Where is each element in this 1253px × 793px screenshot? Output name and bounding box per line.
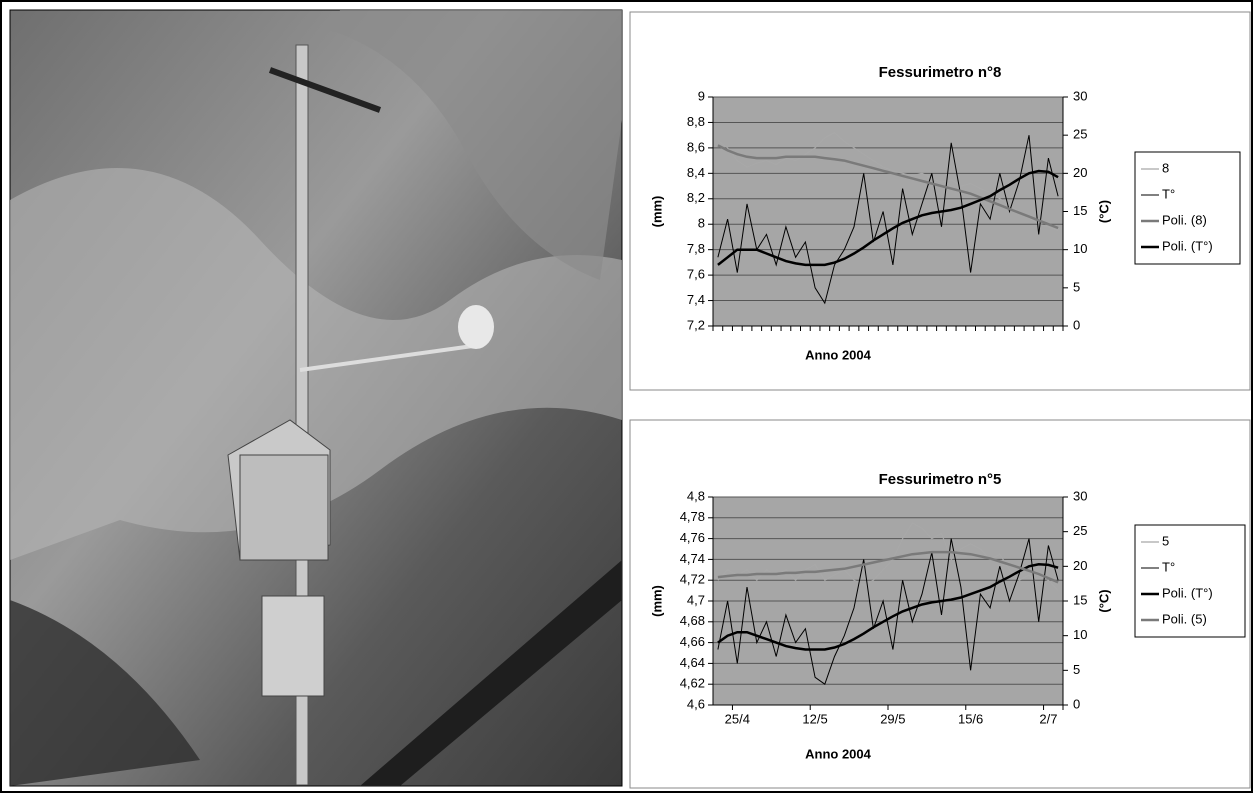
y-tick-label: 4,8: [687, 488, 705, 503]
legend-label: Poli. (8): [1162, 212, 1207, 227]
y2-tick-label: 25: [1073, 127, 1087, 142]
y2-tick-label: 30: [1073, 488, 1087, 503]
y-tick-label: 4,62: [680, 676, 705, 691]
y-tick-label: 7,8: [687, 241, 705, 256]
legend-label: T°: [1162, 186, 1175, 201]
y-tick-label: 4,74: [680, 551, 705, 566]
legend-label: Poli. (T°): [1162, 238, 1213, 253]
y2-tick-label: 10: [1073, 627, 1087, 642]
y2-tick-label: 25: [1073, 523, 1087, 538]
y-tick-label: 8,6: [687, 139, 705, 154]
y-tick-label: 8,8: [687, 114, 705, 129]
legend: 5 T° Poli. (T°) Poli. (5): [1135, 525, 1245, 637]
y-tick-label: 4,7: [687, 592, 705, 607]
plot-area: [713, 97, 1063, 326]
y-tick-label: 4,6: [687, 696, 705, 711]
y2-tick-label: 30: [1073, 88, 1087, 103]
photo: [10, 10, 622, 786]
y-tick-label: 8,4: [687, 165, 705, 180]
figure-canvas: Fessurimetro n°8 7,2 7,4 7,6 7,8 8 8,2 8,4 8,6 8,…: [0, 0, 1253, 793]
y2-tick-label: 15: [1073, 592, 1087, 607]
y2-tick-label: 5: [1073, 662, 1080, 677]
x-axis-title: Anno 2004: [805, 746, 872, 761]
legend-label: Poli. (T°): [1162, 585, 1213, 600]
y-tick-label: 4,72: [680, 572, 705, 587]
y-tick-label: 4,76: [680, 530, 705, 545]
legend-label: 8: [1162, 160, 1169, 175]
y-tick-label: 7,6: [687, 267, 705, 282]
y-tick-label: 4,66: [680, 634, 705, 649]
legend-label: T°: [1162, 559, 1175, 574]
x-tick-label: 2/7: [1039, 711, 1057, 726]
y-tick-label: 4,78: [680, 509, 705, 524]
y-tick-label: 8: [698, 216, 705, 231]
y2-tick-label: 5: [1073, 279, 1080, 294]
y2-axis-title: (°C): [1096, 200, 1111, 223]
y-tick-label: 9: [698, 88, 705, 103]
y-tick-label: 8,2: [687, 190, 705, 205]
chart-title: Fessurimetro n°5: [879, 471, 1002, 488]
legend-label: 5: [1162, 533, 1169, 548]
x-axis-title: Anno 2004: [805, 347, 872, 362]
y2-tick-label: 10: [1073, 241, 1087, 256]
y2-tick-label: 20: [1073, 165, 1087, 180]
y-tick-label: 7,2: [687, 317, 705, 332]
y-axis-title: (mm): [649, 585, 664, 617]
figure: Fessurimetro n°8 7,2 7,4 7,6 7,8 8 8,2 8,4 8,6 8,…: [0, 0, 1253, 793]
chart-title: Fessurimetro n°8: [879, 64, 1002, 81]
legend: 8 T° Poli. (8) Poli. (T°): [1135, 152, 1240, 264]
y2-axis-title: (°C): [1096, 589, 1111, 612]
y-tick-label: 7,4: [687, 292, 705, 307]
y-tick-label: 4,68: [680, 613, 705, 628]
y2-tick-label: 20: [1073, 558, 1087, 573]
legend-label: Poli. (5): [1162, 611, 1207, 626]
x-tick-label: 15/6: [958, 711, 983, 726]
x-tick-label: 25/4: [725, 711, 750, 726]
x-tick-label: 29/5: [880, 711, 905, 726]
y2-tick-label: 15: [1073, 203, 1087, 218]
y2-tick-label: 0: [1073, 696, 1080, 711]
y-tick-label: 4,64: [680, 655, 705, 670]
x-tick-label: 12/5: [802, 711, 827, 726]
y2-tick-label: 0: [1073, 317, 1080, 332]
y-axis-title: (mm): [649, 196, 664, 228]
